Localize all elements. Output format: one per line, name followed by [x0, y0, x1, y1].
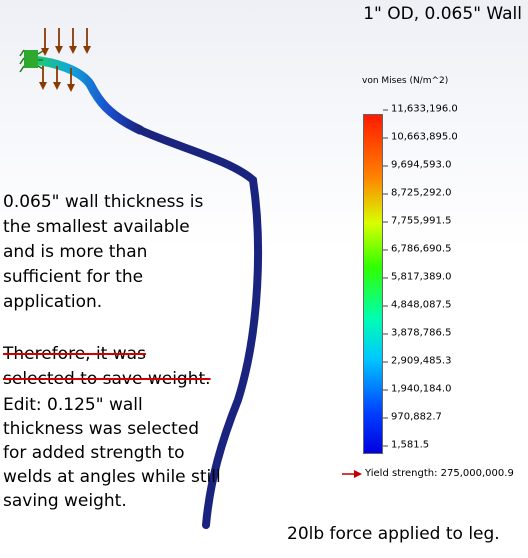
tube-stress-gradient	[32, 60, 140, 130]
legend-title: von Mises (N/m^2)	[362, 76, 448, 86]
legend-tick: 6,786,690.5	[391, 244, 451, 255]
legend-tick: 3,878,786.5	[391, 328, 451, 339]
legend-colorbar	[363, 114, 383, 454]
struck-line-2: selected to save weight.	[3, 367, 233, 392]
edit-note: Edit: 0.125" wall thickness was selected…	[3, 393, 221, 513]
force-note: 20lb force applied to leg.	[287, 524, 500, 544]
yield-strength-text: Yield strength: 275,000,000.9	[365, 468, 514, 479]
legend-tick: 1,581.5	[391, 440, 429, 451]
legend-tick: 2,909,485.3	[391, 356, 451, 367]
page-title: 1" OD, 0.065" Wall	[363, 4, 522, 24]
legend-tick: 4,848,087.5	[391, 300, 451, 311]
struck-note: Therefore, it was selected to save weigh…	[3, 342, 233, 392]
legend-tick: 7,755,991.5	[391, 216, 451, 227]
legend-tick: 9,694,593.0	[391, 160, 451, 171]
legend-tick: 5,817,389.0	[391, 272, 451, 283]
legend-tick: 1,940,184.0	[391, 384, 451, 395]
yield-strength-label: Yield strength: 275,000,000.9	[342, 468, 514, 479]
legend-tick: 970,882.7	[391, 412, 442, 423]
legend-tick: 11,633,196.0	[391, 104, 458, 115]
struck-line-1: Therefore, it was	[3, 342, 233, 367]
legend-tick: 8,725,292.0	[391, 188, 451, 199]
legend-tick: 10,663,895.0	[391, 132, 458, 143]
note-paragraph-1: 0.065" wall thickness is the smallest av…	[3, 190, 223, 315]
arrow-right-icon	[342, 470, 362, 478]
